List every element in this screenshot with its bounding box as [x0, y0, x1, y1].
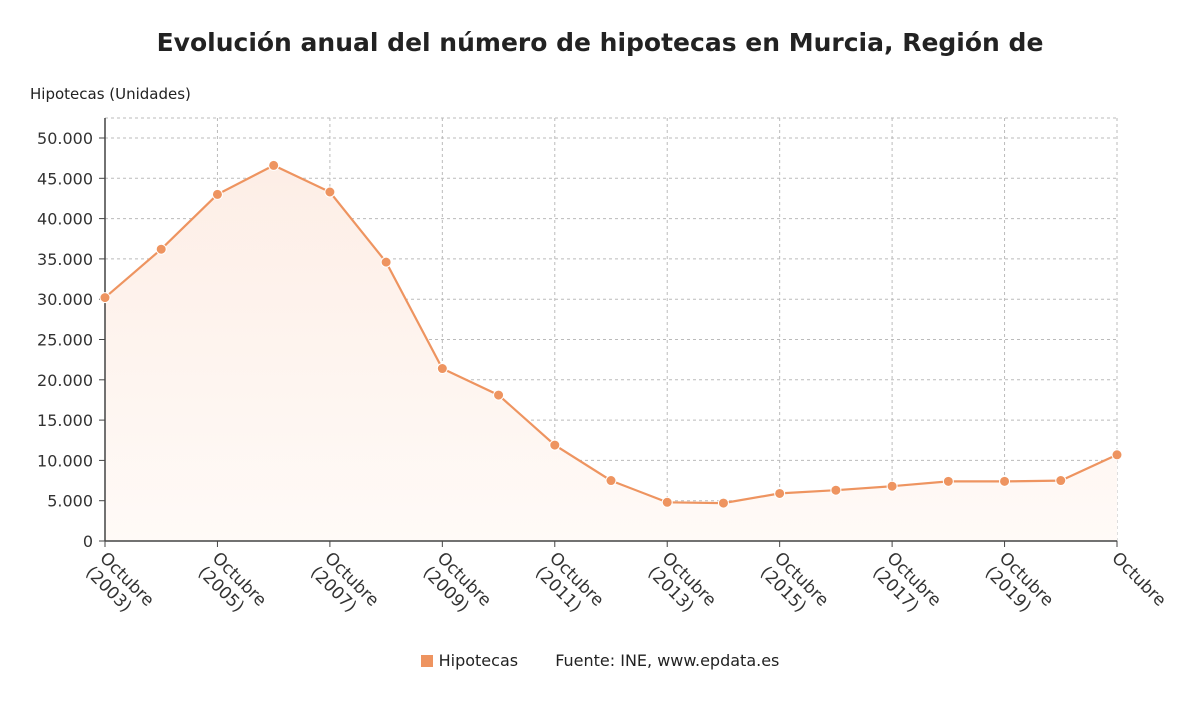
data-point[interactable] [605, 475, 617, 487]
y-tick-label: 20.000 [37, 371, 93, 390]
y-tick-label: 5.000 [47, 492, 93, 511]
data-point[interactable] [99, 292, 111, 304]
y-tick-label: 35.000 [37, 250, 93, 269]
data-point[interactable] [549, 439, 561, 451]
data-point[interactable] [1111, 449, 1123, 461]
data-point[interactable] [155, 243, 167, 255]
x-tick-label: Octubre [1107, 548, 1169, 610]
data-point[interactable] [324, 186, 336, 198]
y-tick-label: 15.000 [37, 411, 93, 430]
y-tick-label: 40.000 [37, 210, 93, 229]
y-tick-label: 50.000 [37, 129, 93, 148]
x-tick-label: Octubre(2005) [194, 548, 270, 624]
data-point[interactable] [1055, 475, 1067, 487]
source-note: Fuente: INE, www.epdata.es [555, 651, 780, 670]
data-point[interactable] [661, 496, 673, 508]
x-tick-label: Octubre(2017) [868, 548, 944, 624]
data-point[interactable] [211, 188, 223, 200]
data-points [99, 159, 1123, 509]
y-tick-label: 25.000 [37, 331, 93, 350]
x-tick-label: Octubre(2003) [81, 548, 157, 624]
legend-swatch [420, 655, 433, 667]
x-tick-label: Octubre(2019) [981, 548, 1057, 624]
x-tick-label: Octubre(2011) [531, 548, 607, 624]
y-axis-label: Hipotecas (Unidades) [30, 85, 191, 103]
legend-label: Hipotecas [438, 651, 519, 670]
data-point[interactable] [380, 256, 392, 268]
chart-title: Evolución anual del número de hipotecas … [156, 28, 1044, 57]
y-tick-label: 30.000 [37, 290, 93, 309]
legend: Hipotecas Fuente: INE, www.epdata.es [0, 651, 1200, 670]
x-tick-label: Octubre(2009) [419, 548, 495, 624]
y-tick-labels: 0 5.000 10.000 15.000 20.000 25.000 30.000 35.0… [37, 129, 93, 551]
series-area [105, 165, 1117, 541]
data-point[interactable] [830, 484, 842, 496]
data-point[interactable] [774, 487, 786, 499]
data-point[interactable] [717, 497, 729, 509]
data-point[interactable] [268, 159, 280, 171]
x-tick-labels: Octubre(2003) Octubre(2005) Octubre(2007) O… [81, 548, 1169, 624]
x-tick-label: Octubre(2015) [756, 548, 832, 624]
y-tick-label: 0 [83, 532, 93, 551]
x-tick-label: Octubre(2013) [644, 548, 720, 624]
data-point[interactable] [999, 475, 1011, 487]
data-point[interactable] [436, 363, 448, 375]
data-point[interactable] [942, 475, 954, 487]
x-tick-label: Octubre(2007) [306, 548, 382, 624]
legend-item-hipotecas[interactable]: Hipotecas [420, 651, 519, 670]
y-tick-label: 45.000 [37, 169, 93, 188]
y-tick-label: 10.000 [37, 451, 93, 470]
data-point[interactable] [886, 480, 898, 492]
data-point[interactable] [493, 389, 505, 401]
